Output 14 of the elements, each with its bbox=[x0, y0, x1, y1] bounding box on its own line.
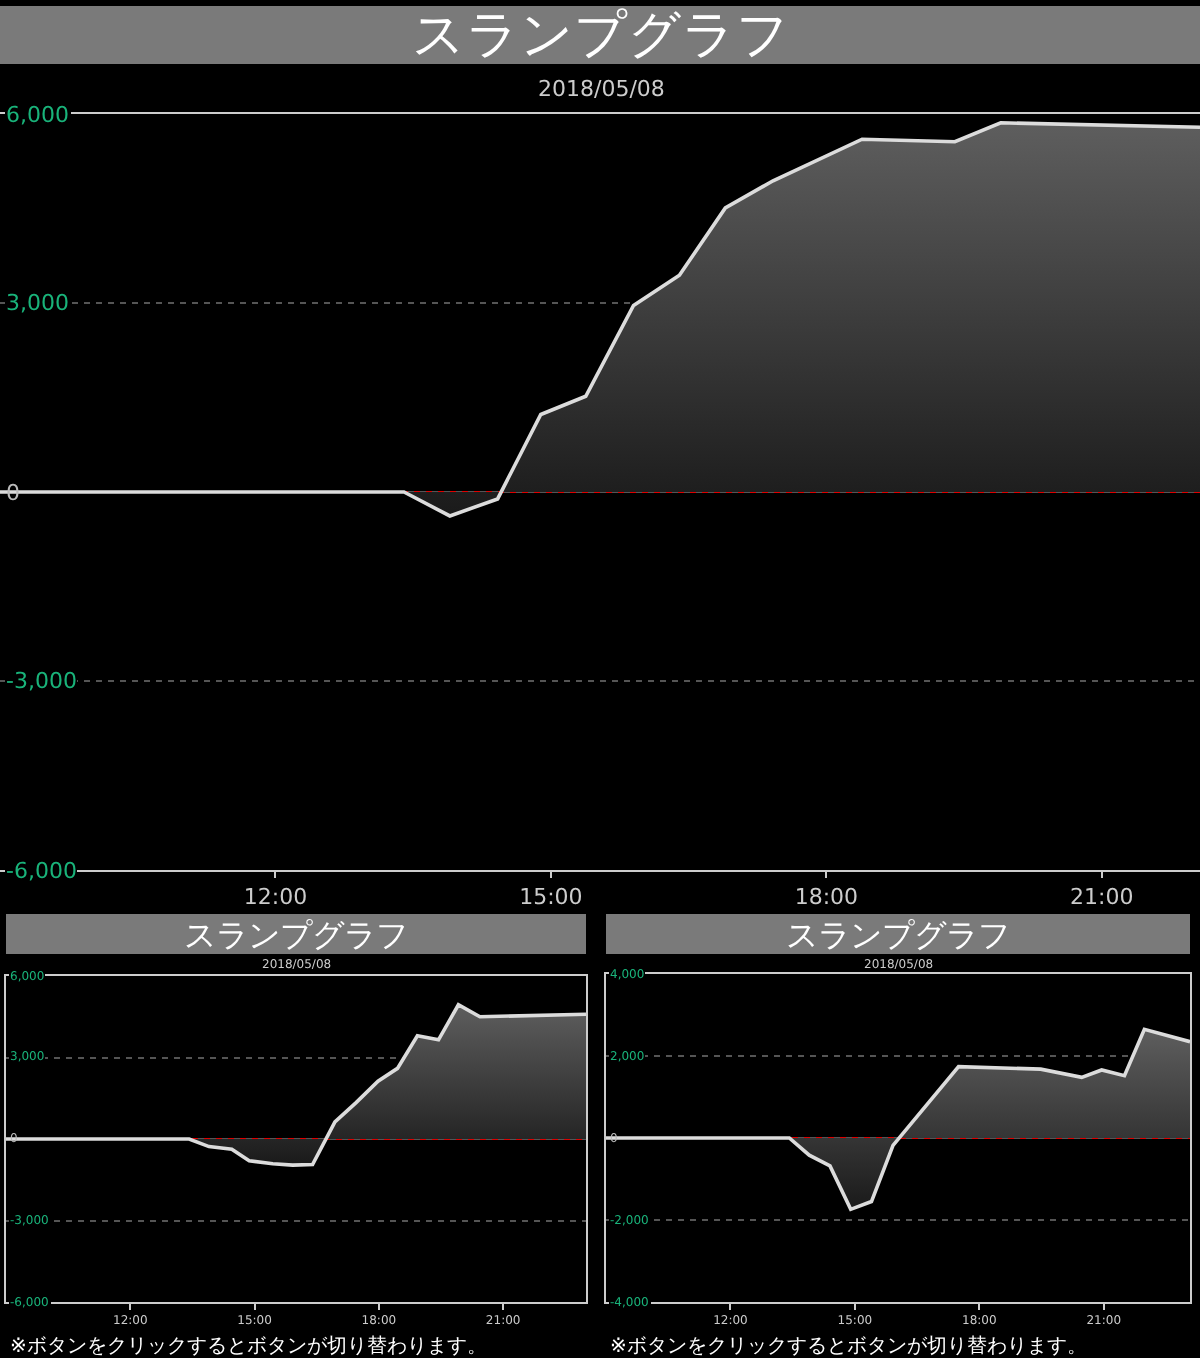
y-tick-label: -6,000 bbox=[6, 858, 77, 884]
chart-title: スランプグラフ bbox=[184, 916, 408, 954]
text: ※ボタンをクリックするとボタンが切り替わります。 bbox=[610, 1334, 1087, 1358]
x-tick-label: 12:00 bbox=[243, 884, 308, 911]
chart-title: スランプグラフ bbox=[786, 916, 1010, 954]
x-tick-label: 18:00 bbox=[794, 884, 859, 911]
y-tick-label: 3,000 bbox=[6, 290, 69, 316]
chart-title: スランプグラフ bbox=[412, 6, 790, 66]
x-tick-label: 21:00 bbox=[1070, 884, 1134, 911]
chart-subtitle: 2018/05/08 bbox=[538, 76, 665, 102]
text: ※ボタンをクリックするとボタンが切り替わります。 bbox=[10, 1334, 487, 1358]
y-tick-label: 6,000 bbox=[6, 102, 69, 128]
y-tick-label: -3,000 bbox=[6, 668, 77, 694]
x-tick-label: 15:00 bbox=[519, 884, 583, 911]
